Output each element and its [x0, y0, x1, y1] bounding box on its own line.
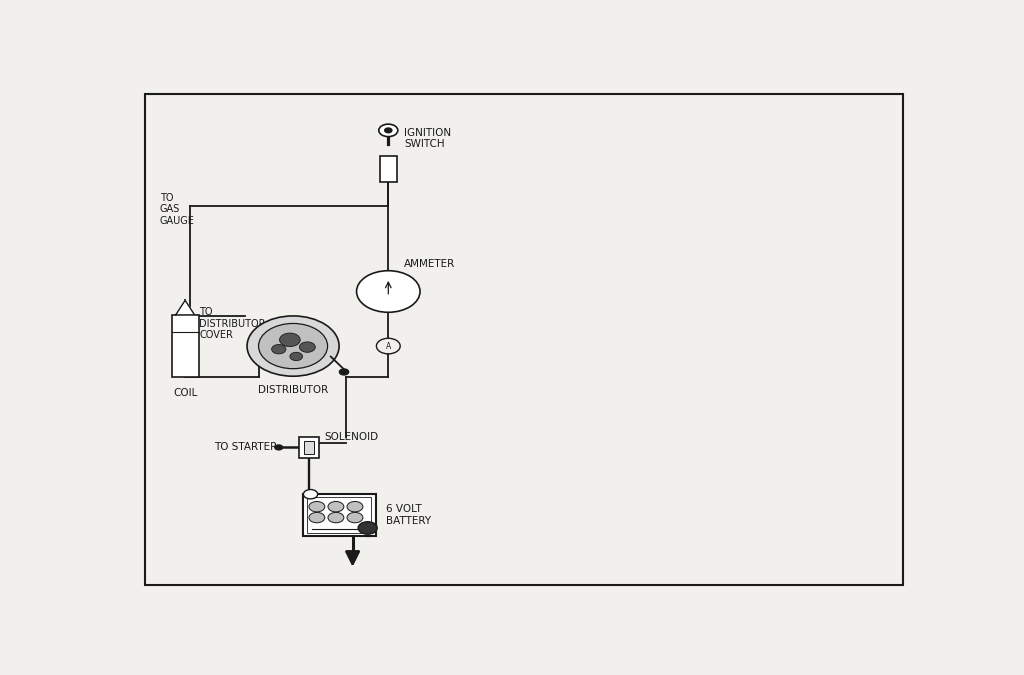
Polygon shape [176, 300, 195, 315]
Circle shape [356, 271, 420, 313]
Bar [304, 441, 314, 454]
Circle shape [280, 333, 300, 346]
Bar [307, 497, 371, 533]
Text: TO
DISTRIBUTOR
COVER: TO DISTRIBUTOR COVER [200, 307, 266, 340]
Bar [299, 437, 319, 458]
Text: 6 VOLT
BATTERY: 6 VOLT BATTERY [386, 504, 431, 526]
Text: SOLENOID: SOLENOID [325, 432, 379, 442]
Circle shape [271, 344, 286, 354]
Text: COIL: COIL [173, 387, 198, 398]
Text: A: A [386, 342, 391, 350]
Circle shape [309, 512, 325, 523]
Text: TO STARTER: TO STARTER [214, 442, 276, 452]
Bar [172, 315, 199, 377]
Bar [303, 494, 376, 536]
Circle shape [385, 128, 392, 133]
Circle shape [347, 502, 362, 512]
Circle shape [328, 512, 344, 523]
Circle shape [358, 522, 377, 534]
Bar [380, 157, 397, 182]
Circle shape [303, 489, 317, 499]
Circle shape [247, 316, 339, 376]
Circle shape [299, 342, 315, 352]
Text: AMMETER: AMMETER [404, 259, 456, 269]
Circle shape [290, 352, 303, 360]
Circle shape [328, 502, 344, 512]
Circle shape [274, 445, 283, 450]
Circle shape [339, 369, 349, 375]
Circle shape [347, 512, 362, 523]
Text: TO
GAS
GAUGE: TO GAS GAUGE [160, 193, 195, 226]
Circle shape [309, 502, 325, 512]
Text: DISTRIBUTOR: DISTRIBUTOR [258, 385, 329, 395]
Text: IGNITION
SWITCH: IGNITION SWITCH [404, 128, 452, 149]
Circle shape [258, 323, 328, 369]
Circle shape [379, 124, 397, 136]
